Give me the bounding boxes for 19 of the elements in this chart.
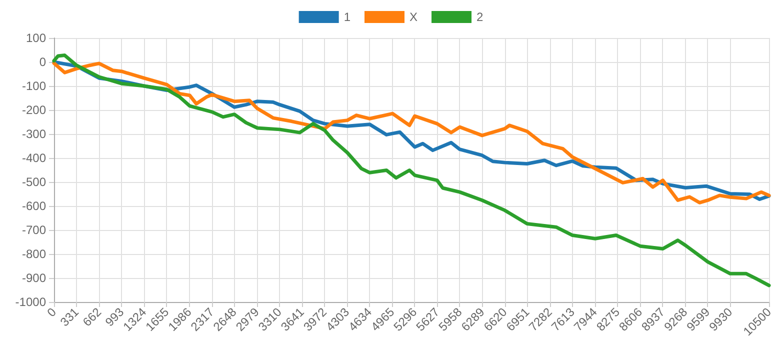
y-tick-label: -500	[22, 175, 46, 189]
y-tick-label: -600	[22, 199, 46, 213]
y-tick-label: -700	[22, 223, 46, 237]
x-tick-label: 0	[44, 304, 60, 320]
legend-label: X	[410, 10, 418, 24]
x-tick-label: 662	[80, 304, 104, 330]
y-tick-label: -200	[22, 103, 46, 117]
y-tick-label: -100	[22, 79, 46, 93]
y-tick-label: 0	[39, 55, 46, 69]
line-series	[52, 54, 771, 288]
x-tick-label: 331	[57, 304, 82, 330]
y-tick-label: -900	[22, 271, 46, 285]
y-tick-label: -400	[22, 151, 46, 165]
legend-label: 1	[344, 10, 351, 24]
y-tick-label: -300	[22, 127, 46, 141]
y-tick-label: 100	[26, 31, 46, 45]
legend-label: 2	[476, 10, 484, 24]
y-tick-label: -1000	[15, 295, 46, 309]
y-tick-label: -800	[22, 247, 46, 261]
